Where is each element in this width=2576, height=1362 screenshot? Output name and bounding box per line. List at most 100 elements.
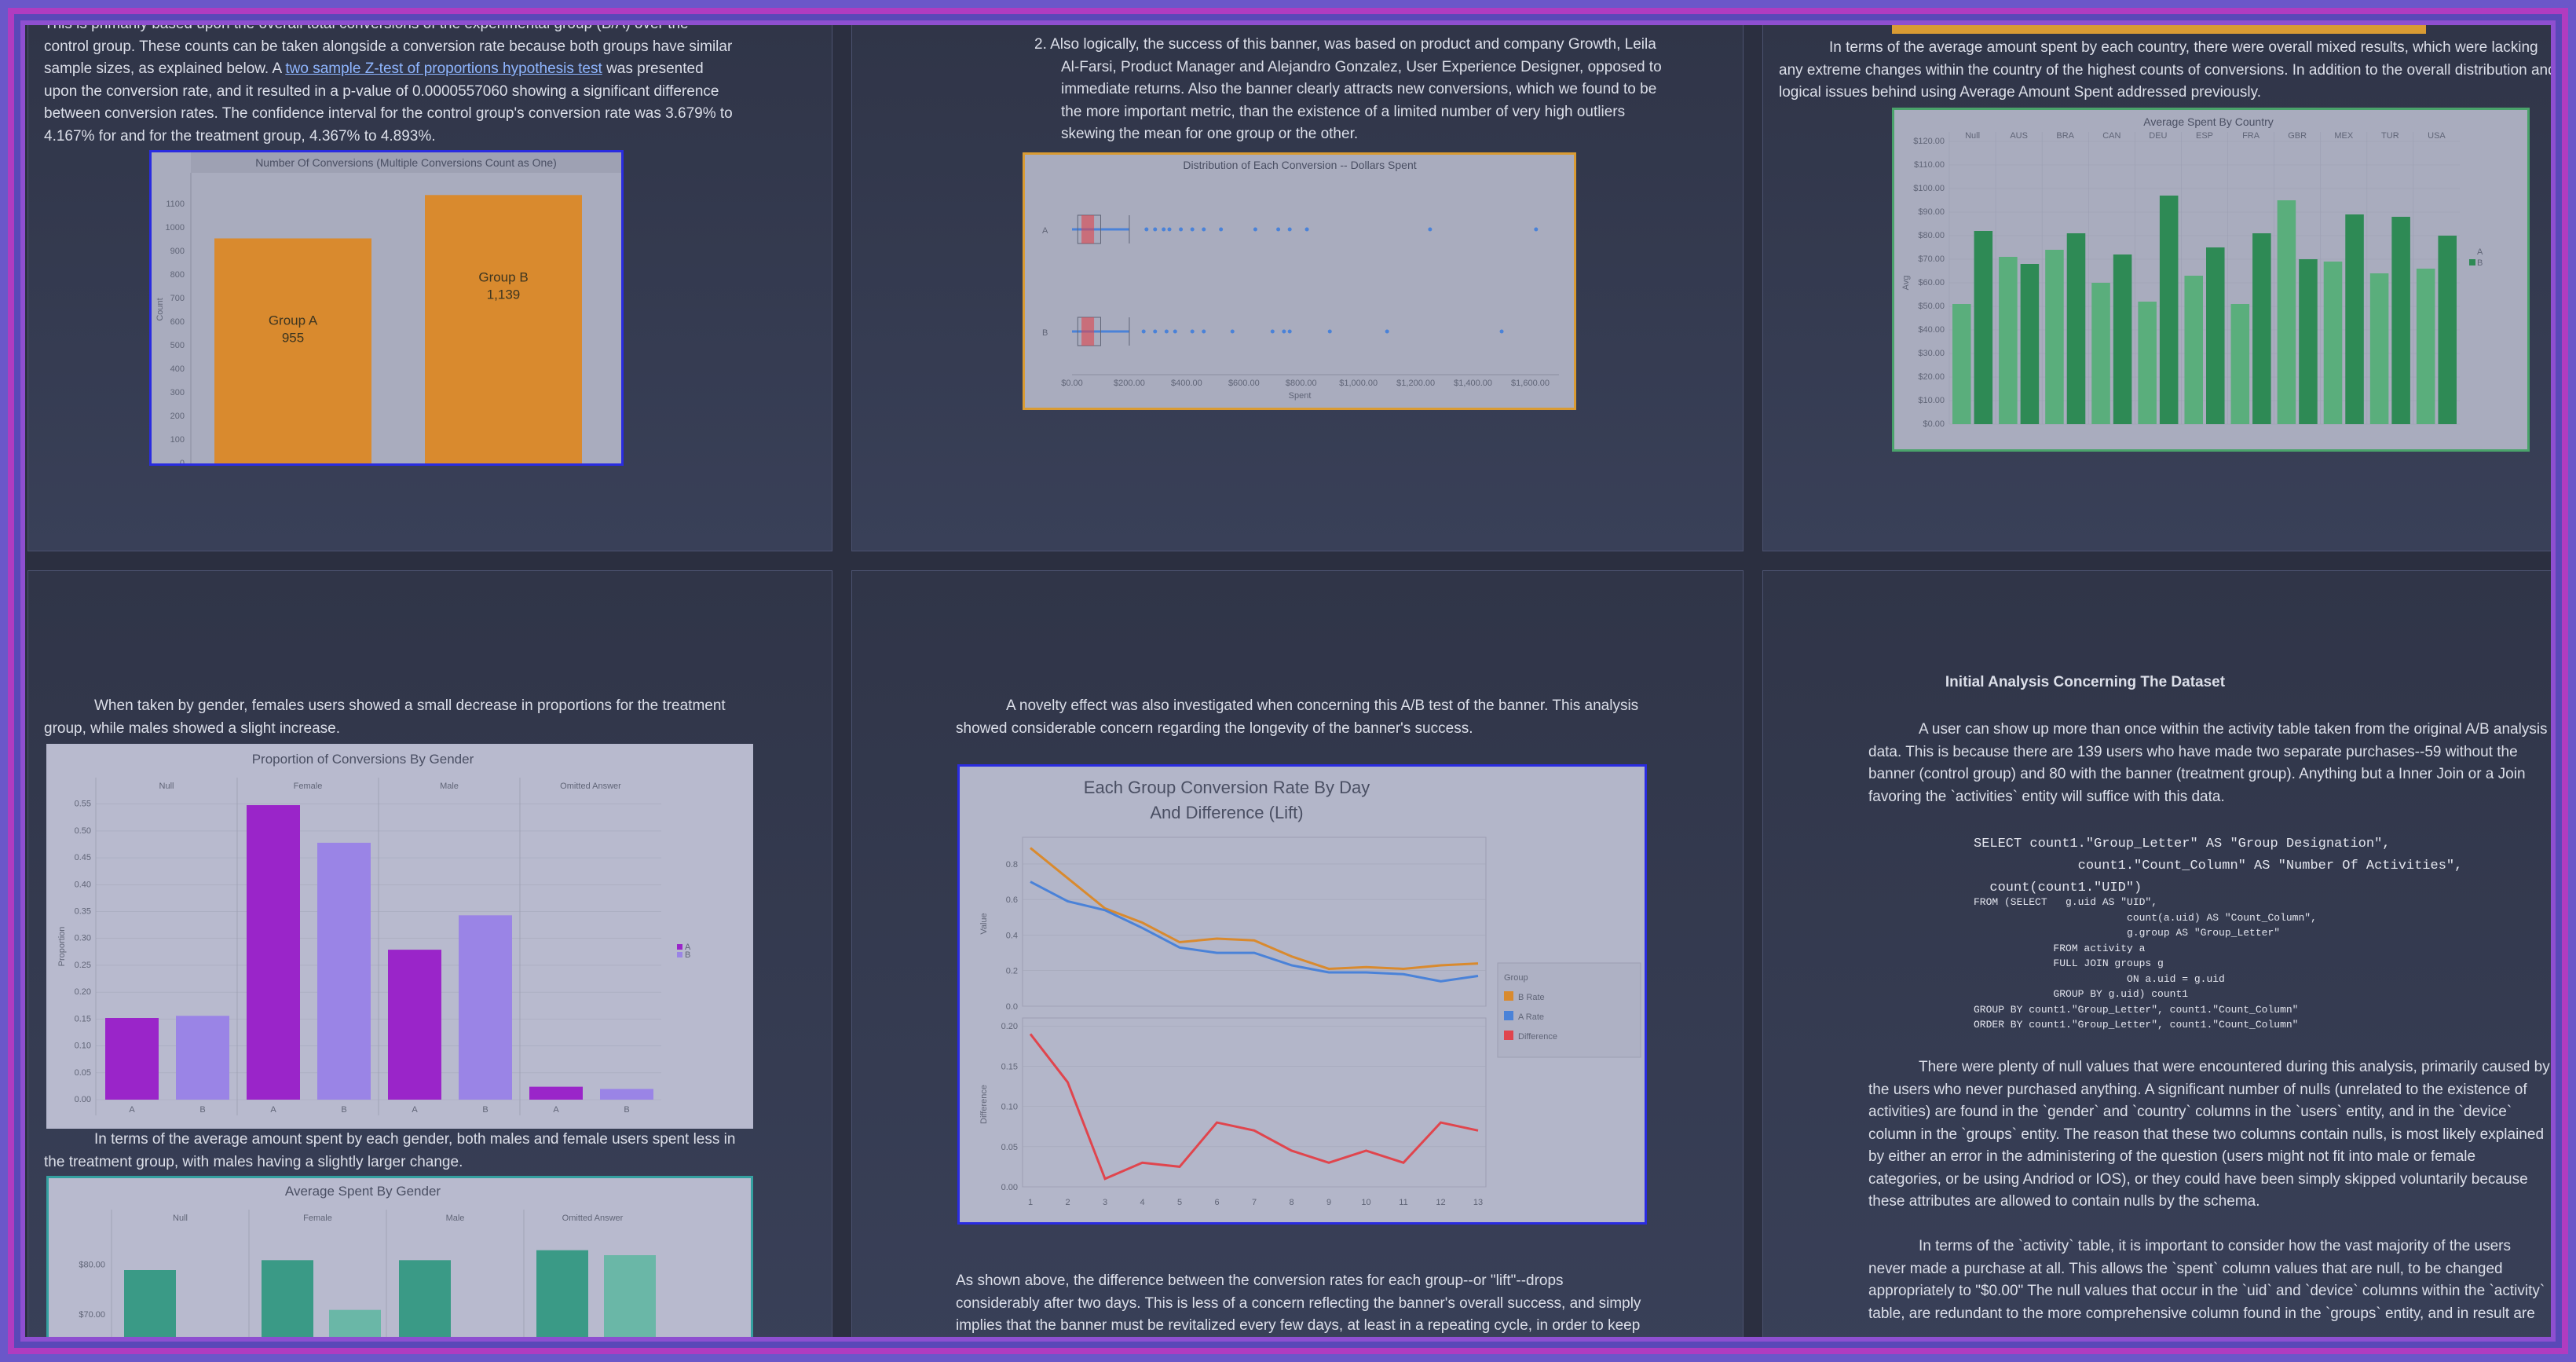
chart-average-spent-gender: Average Spent By Gender$60.00$70.00$80.0… <box>46 1176 753 1361</box>
chart-title: Number Of Conversions (Multiple Conversi… <box>255 156 557 169</box>
legend-item: A Rate <box>1518 1012 1544 1022</box>
chart-average-spent-country: Average Spent By Country $0.00 $10.00 $20.0… <box>1892 108 2530 452</box>
y-tick-label: 0.35 <box>75 907 91 917</box>
document-page-1: This is primarily based upon the overall… <box>27 24 832 551</box>
top-y-axis-label: Value <box>979 913 989 934</box>
x-axis-label: Spent <box>1289 391 1312 401</box>
x-tick-label: 10 <box>1361 1198 1370 1207</box>
bar-male-b <box>467 1345 518 1360</box>
conversion-rate-line-chart: Each Group Conversion Rate By Day And Dif… <box>979 778 1641 1207</box>
bar-category-label: Group B <box>478 269 528 284</box>
bar-gbr-a <box>2277 200 2296 424</box>
outlier-point <box>1270 329 1275 334</box>
paragraph-activity: In terms of the `activity` table, it is … <box>1868 1238 2545 1322</box>
outlier-point <box>1219 227 1224 232</box>
y-tick-label: 0.00 <box>75 1095 91 1104</box>
gender-proportion-chart: Proportion of Conversions By Gender 0.00 0… <box>57 752 691 1115</box>
bar-male-a <box>399 1260 451 1360</box>
chart-title: Distribution of Each Conversion -- Dolla… <box>1183 159 1416 171</box>
x-tick-label: 4 <box>1140 1198 1144 1207</box>
outlier-point <box>1202 227 1206 232</box>
chart-title: Average Spent By Gender <box>285 1184 441 1199</box>
outlier-point <box>1385 329 1389 334</box>
bottom-y-axis-label: Difference <box>979 1085 989 1124</box>
x-tick-label: 5 <box>1177 1198 1182 1207</box>
bar-can-a <box>2091 283 2110 424</box>
y-tick-label: $60.00 <box>1918 278 1945 287</box>
bar-aus-b <box>2020 264 2040 424</box>
bar-bra-a <box>2045 250 2064 424</box>
outlier-point <box>1282 329 1286 334</box>
outlier-point <box>1167 227 1172 232</box>
chart-title: Average Spent By Country <box>2143 115 2274 128</box>
sql-code-1: SELECT count1."Group_Letter" AS "Group D… <box>1974 837 2463 895</box>
x-sub-label: B <box>341 1105 346 1115</box>
category-header: USA <box>2428 131 2446 141</box>
y-tick-label: 0.05 <box>75 1068 91 1078</box>
bar-usa-a <box>2416 269 2435 424</box>
legend-item: Difference <box>1518 1032 1557 1042</box>
bar-male-b <box>459 915 512 1100</box>
document-page-4: When taken by gender, females users show… <box>27 570 832 1362</box>
x-sub-label: B <box>482 1105 488 1115</box>
bar-gbr-b <box>2299 259 2318 424</box>
y-tick-label: 0.8 <box>1006 860 1018 870</box>
x-tick-label: 7 <box>1252 1198 1257 1207</box>
y-tick-label: 900 <box>170 247 185 256</box>
category-header: FRA <box>2242 131 2260 141</box>
bar-group-b <box>425 195 582 463</box>
category-header: ESP <box>2196 131 2213 141</box>
bar-aus-a <box>1999 257 2018 424</box>
paragraph-gender-spent: In terms of the average amount spent by … <box>44 1131 736 1170</box>
bar-can-b <box>2113 254 2132 424</box>
y-tick-label: 0.4 <box>1006 931 1018 940</box>
y-tick-label: 200 <box>170 412 185 421</box>
x-sub-label: A <box>553 1105 559 1115</box>
hypothesis-test-link[interactable]: two sample Z-test of proportions hypothe… <box>285 60 602 77</box>
outlier-point <box>1162 227 1166 232</box>
bar-omitted-answer-b <box>604 1255 656 1360</box>
x-tick-label: $400.00 <box>1171 379 1202 388</box>
document-page-5: A novelty effect was also investigated w… <box>851 570 1744 1362</box>
x-sub-label: B <box>624 1105 629 1115</box>
y-tick-label: 0.55 <box>75 800 91 809</box>
x-tick-label: $1,600.00 <box>1511 379 1550 388</box>
bar-null-a <box>1952 304 1971 424</box>
paragraph-novelty: A novelty effect was also investigated w… <box>956 697 1639 737</box>
line-a-rate <box>1030 881 1479 983</box>
paragraph-country: In terms of the average amount spent by … <box>1779 39 2556 101</box>
y-tick-label: 0.30 <box>75 934 91 943</box>
y-tick-label: 0.2 <box>1006 967 1018 976</box>
category-header: Null <box>159 782 174 791</box>
x-tick-label: 11 <box>1399 1198 1407 1207</box>
bar-deu-a <box>2138 302 2157 424</box>
x-tick-label: $1,400.00 <box>1454 379 1492 388</box>
y-tick-label: 0.05 <box>1001 1143 1018 1152</box>
outlier-point <box>1253 227 1257 232</box>
y-tick-label: 0 <box>180 459 185 463</box>
x-sub-label: A <box>270 1105 276 1115</box>
paragraph-text: This is primarily based upon the overall… <box>44 24 733 77</box>
bar-female-a <box>262 1260 313 1360</box>
category-header: GBR <box>2288 131 2307 141</box>
line-difference <box>1029 1033 1479 1181</box>
y-tick-label: 0.6 <box>1006 895 1018 905</box>
legend-a: A <box>685 943 691 952</box>
median-band <box>1081 215 1095 243</box>
outlier-point <box>1276 227 1281 232</box>
category-header: AUS <box>2010 131 2028 141</box>
country-bar-chart: Average Spent By Country $0.00 $10.00 $20.0… <box>1901 115 2483 429</box>
y-tick-label: 0.10 <box>1001 1103 1018 1112</box>
section-heading: Initial Analysis Concerning The Dataset <box>1945 674 2226 690</box>
x-tick-label: $0.00 <box>1061 379 1083 388</box>
category-header: Male <box>440 782 459 791</box>
legend-swatch-a <box>677 944 682 950</box>
bar-fra-a <box>2230 304 2250 424</box>
x-sub-label: B <box>199 1105 205 1115</box>
chart-conversion-by-day: Each Group Conversion Rate By Day And Dif… <box>957 764 1647 1225</box>
x-tick-label: 8 <box>1289 1198 1293 1207</box>
x-tick-label: 9 <box>1326 1198 1331 1207</box>
y-axis-label: Count <box>156 298 165 320</box>
category-header: Null <box>1965 131 1980 141</box>
outlier-point <box>1144 227 1149 232</box>
